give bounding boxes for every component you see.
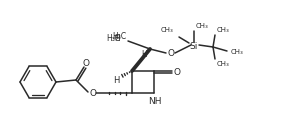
Text: H₃C: H₃C xyxy=(112,31,126,41)
Text: O: O xyxy=(83,58,90,67)
Text: CH₃: CH₃ xyxy=(196,23,209,29)
Text: CH₃: CH₃ xyxy=(160,27,173,33)
Text: H: H xyxy=(113,76,119,85)
Text: O: O xyxy=(168,48,175,57)
Text: H: H xyxy=(141,50,147,58)
Text: H₃C: H₃C xyxy=(106,34,120,43)
Text: CH₃: CH₃ xyxy=(217,61,230,67)
Text: Si: Si xyxy=(190,41,198,50)
Text: CH₃: CH₃ xyxy=(231,49,244,55)
Text: NH: NH xyxy=(148,96,162,106)
Text: CH₃: CH₃ xyxy=(217,27,230,33)
Text: O: O xyxy=(173,67,180,76)
Text: H: H xyxy=(114,34,120,43)
Text: O: O xyxy=(90,89,96,98)
